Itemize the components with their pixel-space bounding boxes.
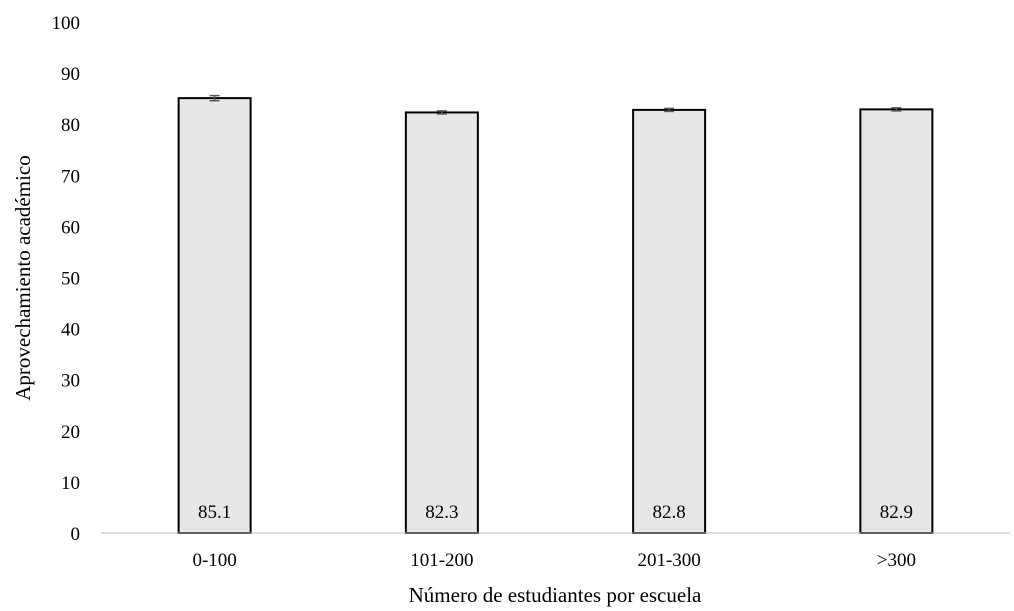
x-axis-label: Número de estudiantes por escuela — [409, 583, 702, 607]
x-axis-ticks: 0-100 101-200 201-300 >300 — [192, 550, 916, 571]
y-tick-label: 30 — [61, 371, 80, 392]
x-tick-label: 201-300 — [637, 550, 700, 571]
error-bar — [436, 110, 447, 115]
y-tick-label: 0 — [71, 524, 81, 545]
error-bar — [209, 94, 220, 102]
y-tick-label: 70 — [61, 166, 80, 187]
y-tick-label: 40 — [61, 320, 80, 341]
y-tick-label: 90 — [61, 64, 80, 85]
bar — [177, 97, 252, 534]
bar — [404, 111, 479, 535]
bar — [632, 108, 707, 534]
data-label: 82.8 — [653, 502, 686, 523]
data-label: 85.1 — [198, 502, 231, 523]
y-tick-label: 20 — [61, 422, 80, 443]
data-label: 82.3 — [425, 502, 458, 523]
y-tick-label: 10 — [61, 473, 80, 494]
x-tick-label: 0-100 — [192, 550, 236, 571]
y-axis-label: Aprovechamiento académico — [11, 155, 35, 400]
y-tick-label: 50 — [61, 269, 80, 290]
bars: 85.1 82.3 82.8 82.9 — [177, 94, 934, 535]
y-tick-label: 80 — [61, 115, 80, 136]
x-tick-label: 101-200 — [410, 550, 473, 571]
error-bar — [664, 107, 675, 113]
error-bar — [891, 107, 902, 112]
y-axis-ticks: 0 10 20 30 40 50 60 70 80 90 100 — [52, 13, 81, 545]
y-tick-label: 100 — [52, 13, 81, 34]
x-tick-label: >300 — [877, 550, 916, 571]
bar — [859, 108, 934, 534]
data-label: 82.9 — [880, 502, 913, 523]
y-tick-label: 60 — [61, 217, 80, 238]
